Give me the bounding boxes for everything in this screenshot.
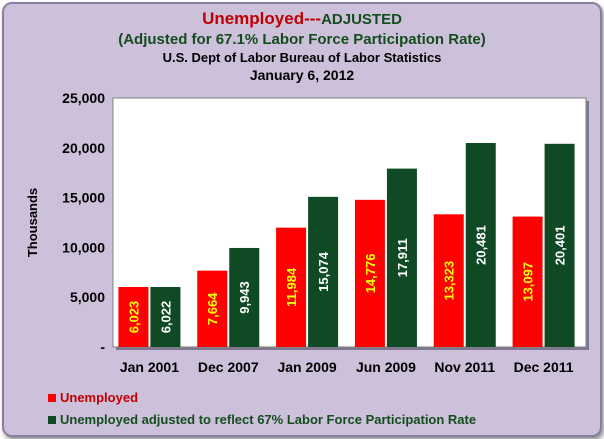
legend-label-unemployed: Unemployed	[60, 390, 139, 405]
data-label-adjusted: 20,401	[553, 226, 568, 266]
bar-unemployed	[433, 214, 464, 347]
x-tick-label: Dec 2007	[198, 359, 259, 375]
bar-unemployed	[354, 199, 385, 347]
title-unemployed: Unemployed---	[202, 9, 322, 28]
x-tick-label: Nov 2011	[434, 359, 495, 375]
y-tick-label: 5,000	[70, 289, 105, 305]
y-tick-label: -	[100, 339, 105, 355]
data-label-adjusted: 17,911	[395, 238, 410, 277]
bar-unemployed	[118, 287, 149, 347]
chart-subtitle: (Adjusted for 67.1% Labor Force Particip…	[118, 31, 486, 48]
bar-unemployed	[276, 227, 307, 347]
bar-adjusted	[150, 287, 181, 347]
legend-swatch-unemployed	[48, 394, 56, 402]
data-label-adjusted: 6,022	[158, 301, 173, 334]
data-label-unemployed: 7,664	[205, 292, 220, 325]
chart-source: U.S. Dept of Labor Bureau of Labor Stati…	[162, 50, 442, 65]
bar-adjusted	[544, 143, 575, 347]
data-label-unemployed: 14,776	[363, 254, 378, 294]
y-axis-title: Thousands	[25, 188, 40, 257]
bar-unemployed	[512, 216, 543, 347]
data-label-adjusted: 20,481	[474, 225, 489, 265]
data-label-adjusted: 15,074	[316, 251, 331, 292]
plot-area	[112, 97, 587, 348]
data-label-adjusted: 9,943	[237, 281, 252, 314]
legend-item-unemployed: Unemployed	[48, 390, 138, 406]
x-tick-label: Jan 2001	[120, 359, 179, 375]
chart-date: January 6, 2012	[249, 67, 355, 83]
title-adjusted: ADJUSTED	[321, 11, 402, 28]
data-label-unemployed: 6,023	[126, 301, 141, 334]
bar-adjusted	[465, 143, 496, 347]
bar-adjusted	[308, 196, 339, 347]
y-tick-label: 15,000	[62, 190, 105, 206]
legend-swatch-adjusted	[48, 416, 56, 424]
data-label-unemployed: 13,323	[442, 261, 457, 301]
x-tick-label: Jun 2009	[356, 359, 416, 375]
bar-adjusted	[386, 168, 417, 347]
bar-adjusted	[229, 247, 260, 347]
x-tick-label: Dec 2011	[514, 359, 574, 375]
x-tick-label: Jan 2009	[277, 359, 336, 375]
y-tick-label: 25,000	[62, 90, 105, 106]
data-label-unemployed: 11,984	[284, 267, 299, 307]
legend-label-adjusted: Unemployed adjusted to reflect 67% Labor…	[60, 412, 477, 427]
chart-title: Unemployed---ADJUSTED	[0, 9, 604, 30]
bar-unemployed	[197, 270, 228, 347]
data-label-unemployed: 13,097	[521, 262, 536, 302]
y-tick-label: 20,000	[62, 140, 105, 156]
y-tick-label: 10,000	[62, 239, 105, 255]
legend-item-adjusted: Unemployed adjusted to reflect 67% Labor…	[48, 412, 476, 428]
